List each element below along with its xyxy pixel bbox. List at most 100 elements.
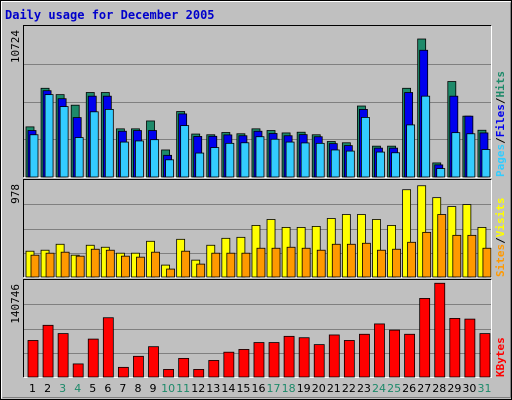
- bar-sites: [60, 251, 70, 278]
- x-tick-label: 24: [372, 382, 386, 395]
- plot-border-dark: [23, 25, 492, 178]
- chart-panels: 10724Pages/Files/Hits978Sites/Visits1407…: [9, 25, 507, 378]
- bar-pages: [406, 124, 416, 178]
- bar-sites: [196, 263, 206, 278]
- bar-kbytes: [268, 342, 280, 378]
- x-tick-label: 23: [357, 382, 371, 395]
- series-visits: [25, 185, 487, 278]
- bar-sites: [151, 251, 160, 278]
- bar-pages: [466, 133, 476, 178]
- plot-border-light: [23, 25, 492, 178]
- bar-pages: [150, 139, 159, 178]
- bar-pages: [481, 149, 491, 178]
- bar-pages: [119, 141, 129, 178]
- bar-sites: [90, 248, 100, 278]
- x-tick-label: 26: [402, 382, 416, 395]
- plot-border-dark: [23, 179, 492, 278]
- x-axis-day-labels: 1 2 3 4 5 6 7 8 9 10 11 12 13 14 15 16 17 18 19 20 21 22 23 24 2…: [29, 382, 491, 395]
- bar-pages: [270, 138, 280, 178]
- bar-kbytes: [404, 333, 416, 378]
- bar-kbytes: [343, 340, 355, 378]
- bar-kbytes: [148, 346, 159, 378]
- panel-legend: KBytes: [494, 337, 507, 377]
- panel-legend: Pages/Files/Hits: [494, 71, 507, 177]
- bar-pages: [180, 125, 190, 178]
- bar-pages: [104, 109, 114, 178]
- bar-pages: [315, 142, 325, 178]
- x-tick-label: 4: [74, 382, 81, 395]
- bar-sites: [211, 252, 221, 278]
- bar-kbytes: [464, 318, 476, 378]
- bar-sites: [75, 255, 85, 278]
- bar-pages: [255, 136, 265, 178]
- y-max-label: 978: [9, 184, 22, 204]
- bar-visits: [402, 189, 412, 278]
- bar-kbytes: [163, 369, 174, 378]
- bar-pages: [285, 141, 295, 178]
- bar-pages: [44, 94, 54, 178]
- bar-kbytes: [178, 357, 190, 378]
- bar-kbytes: [117, 366, 129, 378]
- x-tick-label: 9: [150, 382, 157, 395]
- x-tick-label: 5: [89, 382, 96, 395]
- bar-kbytes: [27, 340, 39, 378]
- bar-sites: [226, 252, 236, 278]
- x-tick-label: 29: [447, 382, 461, 395]
- bar-pages: [361, 117, 370, 178]
- panel-legend: Sites/Visits: [494, 198, 507, 278]
- bar-sites: [422, 231, 432, 278]
- x-tick-label: 8: [134, 382, 141, 395]
- series-kbytes: [27, 282, 491, 378]
- plot-border-light: [23, 279, 492, 378]
- bar-kbytes: [87, 338, 99, 378]
- bar-kbytes: [57, 333, 69, 378]
- bar-pages: [376, 151, 385, 178]
- bar-kbytes: [374, 323, 385, 378]
- panel-3: 140746 KBytes: [9, 279, 507, 378]
- bar-kbytes: [479, 333, 491, 378]
- legend-visits: Visits: [494, 198, 507, 238]
- legend-files: Files: [494, 104, 507, 137]
- bar-kbytes: [223, 351, 235, 378]
- bar-kbytes: [283, 335, 295, 378]
- bar-kbytes: [253, 342, 265, 378]
- bar-sites: [45, 252, 55, 278]
- bar-sites: [241, 252, 251, 278]
- bar-kbytes: [42, 324, 54, 378]
- legend-separator: /: [494, 237, 507, 244]
- x-tick-label: 17: [267, 382, 281, 395]
- x-tick-label: 6: [104, 382, 111, 395]
- bar-kbytes: [133, 355, 144, 378]
- legend-sites: Sites: [494, 244, 507, 277]
- bar-pages: [345, 150, 355, 178]
- bar-pages: [210, 147, 220, 178]
- x-tick-label: 3: [59, 382, 66, 395]
- bar-pages: [330, 149, 340, 178]
- plot-border-dark: [23, 279, 492, 378]
- x-tick-label: 13: [206, 382, 220, 395]
- legend-kbytes: KBytes: [494, 337, 507, 377]
- bar-kbytes: [193, 369, 205, 378]
- series-pages: [29, 94, 491, 178]
- legend-separator: /: [494, 97, 507, 104]
- bar-sites: [346, 243, 356, 278]
- bar-sites: [256, 247, 266, 278]
- bar-kbytes: [449, 318, 461, 378]
- bar-pages: [89, 111, 99, 178]
- legend-hits: Hits: [494, 71, 507, 98]
- bar-pages: [225, 142, 235, 178]
- x-tick-label: 25: [387, 382, 401, 395]
- bar-kbytes: [208, 360, 220, 378]
- bar-kbytes: [389, 329, 400, 378]
- bar-sites: [467, 234, 477, 278]
- x-tick-label: 1: [29, 382, 36, 395]
- bar-sites: [316, 249, 326, 278]
- panel-2: 978 Sites/Visits: [9, 179, 507, 278]
- bar-kbytes: [298, 337, 310, 378]
- chart-title: Daily usage for December 2005: [5, 8, 215, 22]
- x-tick-label: 28: [432, 382, 446, 395]
- series-sites: [30, 214, 492, 278]
- bar-pages: [135, 140, 144, 178]
- bar-pages: [59, 106, 69, 178]
